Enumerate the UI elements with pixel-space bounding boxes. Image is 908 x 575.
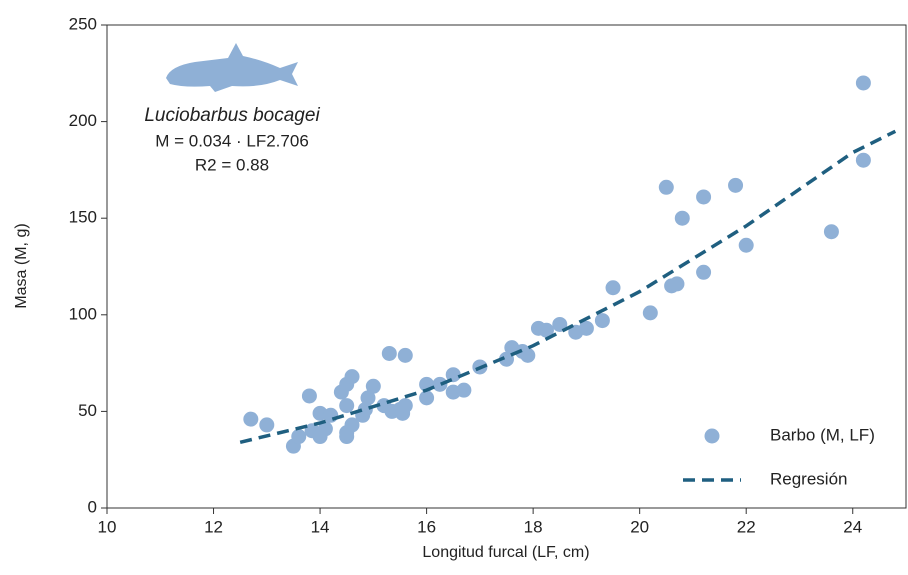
regression-line bbox=[239, 129, 897, 445]
data-point bbox=[344, 417, 360, 433]
legend-label: Barbo (M, LF) bbox=[770, 425, 875, 444]
data-point bbox=[432, 376, 448, 392]
data-point bbox=[738, 237, 754, 253]
data-point bbox=[594, 313, 610, 329]
data-point bbox=[445, 367, 461, 383]
x-tick-label: 22 bbox=[737, 517, 756, 536]
data-point bbox=[259, 417, 275, 433]
x-tick-label: 24 bbox=[843, 517, 862, 536]
y-tick-label: 150 bbox=[69, 208, 97, 227]
data-point bbox=[291, 429, 307, 445]
data-point bbox=[520, 347, 536, 363]
data-point bbox=[642, 305, 658, 321]
x-tick-label: 10 bbox=[98, 517, 117, 536]
data-point bbox=[499, 351, 514, 367]
data-point bbox=[669, 276, 685, 292]
equation-label: M = 0.034 · LF2.706 bbox=[155, 131, 309, 150]
data-point bbox=[360, 390, 376, 406]
data-point bbox=[419, 390, 435, 406]
data-point bbox=[344, 369, 360, 385]
x-tick-label: 14 bbox=[311, 517, 330, 536]
y-tick-label: 250 bbox=[69, 14, 97, 33]
data-point bbox=[317, 421, 333, 437]
data-point bbox=[855, 75, 871, 91]
x-tick-label: 20 bbox=[630, 517, 649, 536]
data-point bbox=[674, 210, 690, 226]
data-point bbox=[365, 378, 381, 394]
legend-marker bbox=[704, 428, 720, 444]
data-point bbox=[243, 411, 259, 427]
data-point bbox=[696, 189, 712, 205]
r2-label: R2 = 0.88 bbox=[195, 155, 269, 174]
data-point bbox=[323, 407, 339, 423]
y-tick-label: 100 bbox=[69, 304, 97, 323]
data-point bbox=[456, 382, 472, 398]
data-point bbox=[578, 320, 594, 336]
y-tick-label: 200 bbox=[69, 111, 97, 130]
data-point bbox=[397, 347, 413, 363]
data-point bbox=[552, 316, 568, 332]
x-tick-label: 16 bbox=[417, 517, 436, 536]
data-point bbox=[855, 152, 871, 168]
data-point bbox=[696, 264, 712, 280]
data-point bbox=[605, 280, 621, 296]
data-point bbox=[728, 177, 744, 193]
x-tick-label: 18 bbox=[524, 517, 543, 536]
data-point bbox=[381, 345, 397, 361]
data-point bbox=[538, 322, 554, 338]
species-label: Luciobarbus bocagei bbox=[144, 105, 320, 126]
data-point bbox=[397, 398, 413, 414]
y-axis-label: Masa (M, g) bbox=[13, 223, 30, 308]
data-point bbox=[339, 398, 355, 414]
data-point bbox=[357, 401, 373, 417]
data-point bbox=[823, 224, 839, 240]
y-tick-label: 50 bbox=[78, 401, 97, 420]
y-tick-label: 0 bbox=[88, 497, 97, 516]
legend-label: Regresión bbox=[770, 469, 848, 488]
fish-icon bbox=[166, 43, 298, 92]
x-axis-label: Longitud furcal (LF, cm) bbox=[422, 544, 589, 561]
x-tick-label: 12 bbox=[204, 517, 223, 536]
data-point bbox=[301, 388, 317, 404]
data-point bbox=[658, 179, 674, 195]
plot-frame bbox=[106, 24, 907, 509]
